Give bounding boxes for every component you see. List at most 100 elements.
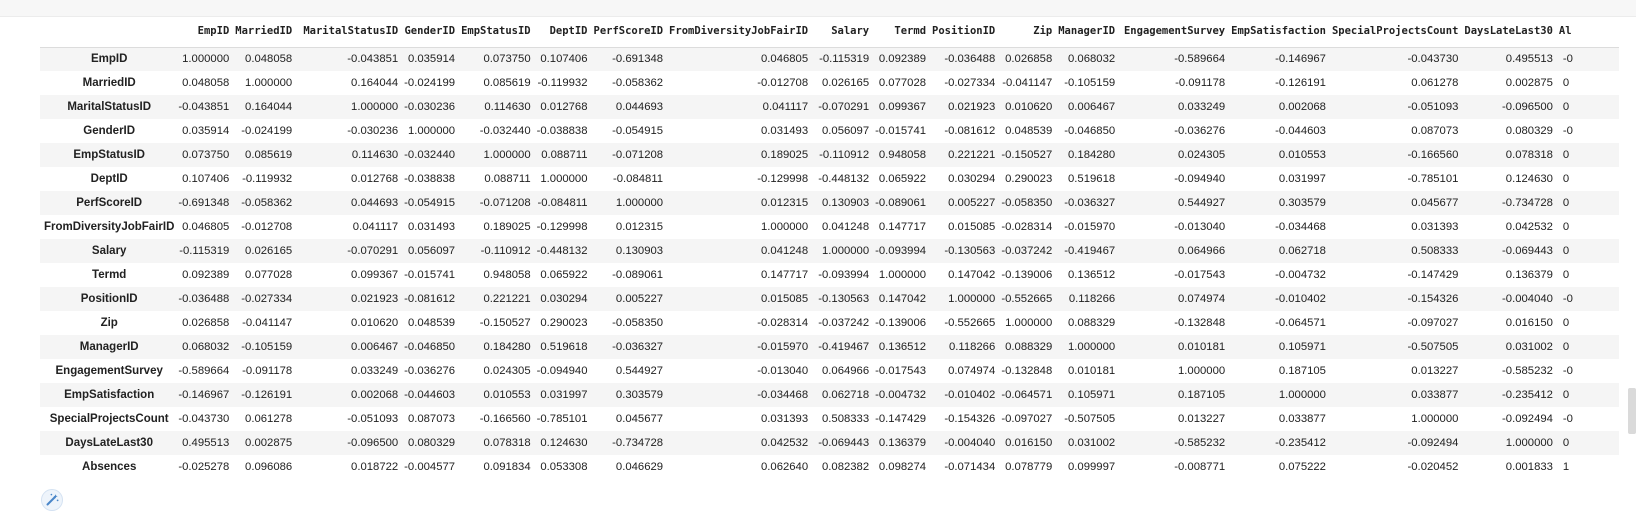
table-cell: -0.027334 (241, 293, 293, 305)
table-cell: -0.552665 (944, 317, 996, 329)
table-cell: 0.105971 (1068, 389, 1116, 401)
row-index-label: EmpSatisfaction (64, 389, 155, 401)
table-cell: 0.147717 (761, 269, 809, 281)
table-cell: -0.020452 (1407, 461, 1459, 473)
column-header: Termd (875, 16, 933, 48)
row-index-label: DeptID (90, 173, 128, 185)
index-header-corner (40, 16, 179, 48)
column-header: MaritalStatusID (298, 16, 405, 48)
table-cell: 0.010181 (1178, 341, 1226, 353)
column-header: EngagementSurvey (1121, 16, 1232, 48)
table-cell: 0.046805 (761, 53, 809, 66)
table-cell: 1.000000 (1278, 389, 1326, 401)
table-cell: 0 (1562, 149, 1570, 161)
table-cell: 0.073750 (483, 53, 531, 66)
table-cell: 0.303579 (615, 389, 664, 401)
table-cell: -0.419467 (1064, 245, 1116, 257)
table-row: MaritalStatusID -0.043851 0.164044 1.000000… (40, 95, 1619, 119)
table-cell: 0.118266 (948, 341, 996, 353)
table-cell: 0 (1562, 77, 1570, 89)
row-index-label: PerfScoreID (76, 197, 143, 209)
table-cell: -0.126191 (1275, 77, 1326, 89)
table-cell: 0.056097 (407, 245, 456, 257)
magic-wand-icon (41, 489, 63, 511)
table-header-row: EmpID MarriedID MaritalStatusID GenderID Emp… (40, 16, 1619, 48)
table-cell: -0.054915 (404, 197, 456, 209)
table-cell: -0.058362 (612, 77, 664, 89)
table-cell: 0.045677 (1411, 197, 1459, 209)
table-cell: 0 (1562, 101, 1570, 113)
table-cell: -0.139006 (875, 317, 927, 329)
table-cell: -0.129998 (536, 221, 588, 233)
table-cell: 0.189025 (761, 149, 809, 161)
table-cell: 0.062640 (761, 461, 809, 473)
table-cell: 0.041248 (822, 221, 870, 233)
table-cell: 0.080329 (1505, 125, 1553, 137)
table-cell: 0.184280 (1068, 149, 1116, 161)
table-cell: 0 (1562, 341, 1570, 353)
table-cell: 0.221221 (948, 149, 996, 161)
table-cell: 0.136512 (1068, 269, 1116, 281)
table-cell: 0.065922 (878, 173, 927, 185)
table-cell: -0.032440 (479, 125, 531, 137)
table-row: FromDiversityJobFairID 0.046805 -0.012708 0… (40, 215, 1619, 239)
table-cell: -0 (1562, 413, 1573, 425)
table-cell: -0.089061 (875, 197, 927, 209)
table-cell: -0.094940 (536, 365, 588, 377)
table-cell: 0.030294 (948, 173, 996, 185)
magic-wand-button[interactable] (41, 489, 63, 511)
table-cell: 0.085619 (483, 77, 531, 89)
table-cell: 0.041117 (352, 221, 399, 233)
column-header: FromDiversityJobFairID (669, 16, 815, 48)
table-cell: 0.026165 (245, 245, 293, 257)
table-cell: -0.054915 (612, 125, 664, 137)
table-cell: 0.114630 (351, 149, 399, 161)
vertical-scrollbar-thumb[interactable] (1628, 388, 1636, 434)
table-cell: 0.519618 (1068, 173, 1116, 185)
table-cell: -0.785101 (536, 413, 588, 425)
table-cell: -0.038838 (536, 125, 588, 137)
table-cell: 0.290023 (540, 317, 588, 329)
table-cell: 0.187105 (1278, 365, 1326, 377)
table-cell: 0.061278 (245, 413, 293, 425)
table-cell: -0.147429 (1407, 269, 1459, 281)
table-cell: -0.036488 (178, 293, 230, 305)
table-cell: 0.136379 (878, 437, 927, 449)
table-cell: 0.035914 (182, 125, 230, 137)
table-cell: 0.012768 (540, 101, 588, 113)
table-cell: 0.187105 (1178, 389, 1226, 401)
table-cell: 0.031393 (1411, 221, 1459, 233)
table-cell: 0.064966 (1178, 245, 1226, 257)
table-cell: 0.065922 (540, 269, 588, 281)
table-cell: 0.136379 (1505, 269, 1553, 281)
table-cell: 0.018722 (351, 461, 399, 473)
table-cell: 0.085619 (245, 149, 293, 161)
table-cell: 0.098274 (878, 461, 927, 473)
table-cell: -0.028314 (757, 317, 809, 329)
table-cell: -0.094940 (1174, 173, 1226, 185)
column-header: PositionID (932, 16, 1002, 48)
table-cell: -0.030236 (347, 125, 399, 137)
column-header: SpecialProjectsCount (1331, 16, 1465, 48)
table-cell: -0.004577 (404, 461, 456, 473)
table-cell: -0.691348 (612, 53, 664, 66)
table-cell: 0.010553 (483, 389, 531, 401)
table-cell: 0.033249 (1178, 101, 1226, 113)
table-cell: 0.290023 (1005, 173, 1053, 185)
table-cell: -0.093994 (818, 269, 870, 281)
table-cell: 0.189025 (483, 221, 531, 233)
table-cell: 0.948058 (878, 149, 927, 161)
column-header: EmpSatisfaction (1231, 16, 1332, 48)
table-cell: 0.092389 (878, 53, 927, 66)
table-cell: 0.544927 (615, 365, 664, 377)
table-cell: 0.041117 (762, 101, 809, 113)
table-cell: 0.519618 (540, 341, 588, 353)
table-cell: 0.046805 (182, 221, 230, 233)
table-cell: -0.010402 (944, 389, 996, 401)
row-index-label: ManagerID (79, 341, 139, 353)
table-cell: 0.091834 (483, 461, 531, 473)
table-cell: -0.028314 (1001, 221, 1053, 233)
table-cell: 1.000000 (245, 77, 293, 89)
table-cell: -0.036327 (612, 341, 664, 353)
table-cell: 0.048539 (407, 317, 456, 329)
